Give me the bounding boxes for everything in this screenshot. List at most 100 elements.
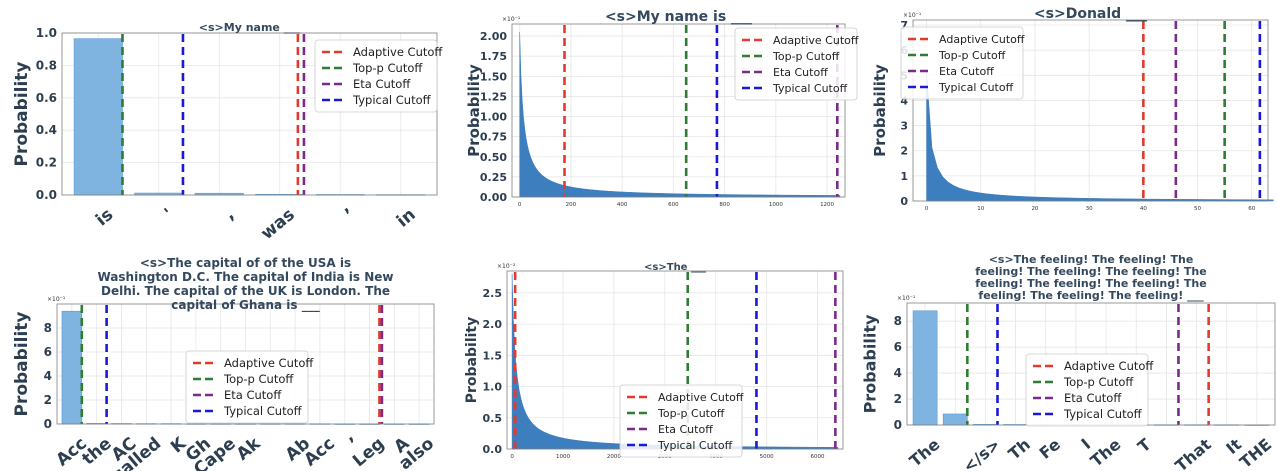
y-axis-label: Probability xyxy=(12,61,32,166)
bar-0 xyxy=(912,310,938,426)
legend-label: Top-p Cutoff xyxy=(772,50,840,63)
data-marks xyxy=(926,72,1274,202)
legend-label: Top-p Cutoff xyxy=(1063,375,1134,389)
x-tick-label: 2000 xyxy=(607,454,621,460)
x-tick-label: ’ xyxy=(341,205,359,224)
legend-label: Typical Cutoff xyxy=(223,404,303,418)
x-tick-label: 10 xyxy=(977,206,984,212)
legend-box xyxy=(619,384,743,458)
legend-label: Typical Cutoff xyxy=(352,93,432,107)
axes-frame xyxy=(511,23,846,198)
legend: Adaptive Cutoff Top-p Cutoff Eta Cutoff Typ… xyxy=(900,26,1025,100)
legend-label: Adaptive Cutoff xyxy=(1064,359,1154,373)
x-tick-label: 400 xyxy=(617,202,628,208)
x-tick-label: 30 xyxy=(1086,206,1093,212)
x-tick-label: ' xyxy=(161,205,178,224)
chart-title-line: <s>My name is ___ xyxy=(605,9,752,25)
y-tick-label: 0.00 xyxy=(480,191,507,204)
y-tick-label: 0 xyxy=(894,418,902,432)
legend-label: Eta Cutoff xyxy=(1064,391,1122,405)
y-tick-label: 1.75 xyxy=(480,50,507,63)
y-tick-label: 2.0 xyxy=(483,318,503,331)
x-tick-label: 6000 xyxy=(811,454,825,460)
y-tick-label: 2 xyxy=(900,145,908,158)
x-tick-label: T xyxy=(1134,435,1155,457)
bar-0 xyxy=(61,310,83,425)
legend: Adaptive Cutoff Top-p Cutoff Eta Cutoff Typ… xyxy=(619,384,744,458)
legend-label: Adaptive Cutoff xyxy=(939,33,1025,46)
chart-panel-1: 0.0 0.2 0.4 0.6 0.8 1.0 is ', was ’ in Probability <… xyxy=(12,21,443,244)
x-tick-label: , xyxy=(220,205,238,224)
y-tick-label: 1.0 xyxy=(36,26,57,40)
y-axis-label: Probability xyxy=(12,311,32,416)
x-tick-label: I xyxy=(1077,435,1094,453)
y-tick-label: 2.00 xyxy=(480,30,507,43)
chart-title-line: Washington D.C. The capital of India is … xyxy=(97,270,393,284)
legend-label: Eta Cutoff xyxy=(224,388,282,402)
legend-label: Adaptive Cutoff xyxy=(658,391,744,404)
y-tick-label: 4 xyxy=(894,366,902,380)
y-tick-label: 2 xyxy=(894,392,902,406)
x-tick-label: 5000 xyxy=(760,454,774,460)
legend-box xyxy=(185,350,309,424)
x-tick-label: 800 xyxy=(719,202,730,208)
legend-label: Top-p Cutoff xyxy=(352,61,423,75)
scale-exponent: ×10⁻¹ xyxy=(903,12,922,19)
data-marks xyxy=(519,32,841,198)
y-tick-label: 8 xyxy=(894,314,902,328)
legend-label: Typical Cutoff xyxy=(772,82,848,95)
y-tick-label: 0 xyxy=(44,417,52,431)
y-tick-label: 4 xyxy=(44,369,52,383)
x-tick-label: 0 xyxy=(925,206,929,212)
x-tick-label: is xyxy=(92,205,117,231)
y-tick-label: 0.2 xyxy=(36,156,57,170)
y-tick-label: 6 xyxy=(44,345,52,359)
histogram-bars xyxy=(926,72,1274,202)
x-tick-label: 200 xyxy=(566,202,577,208)
chart-panel-5: 0.00.51.01.52.02.5×10⁻²01000200030004000… xyxy=(464,262,844,460)
x-tick-label: 0 xyxy=(518,202,522,208)
y-tick-label: 1.25 xyxy=(480,90,507,103)
x-tick-label: 40 xyxy=(1140,206,1147,212)
legend-box xyxy=(1025,353,1149,427)
y-tick-label: 0.0 xyxy=(483,443,503,456)
y-tick-label: 4 xyxy=(900,94,908,107)
y-tick-label: 1.50 xyxy=(480,70,507,83)
chart-title-line: <s>Donald ___ xyxy=(1034,6,1147,22)
chart-panel-2: 0.00 0.25 0.50 0.75 1.00 1.25 1.50 1.75 2.00 ×10⁻… xyxy=(465,9,859,208)
y-tick-label: 2.5 xyxy=(483,287,503,300)
x-tick-label: 600 xyxy=(668,202,679,208)
y-tick-label: 1.5 xyxy=(483,349,503,362)
legend-label: Top-p Cutoff xyxy=(938,49,1006,62)
legend: Adaptive Cutoff Top-p Cutoff Eta Cutoff Typ… xyxy=(734,27,859,101)
x-tick-label: 1200 xyxy=(820,202,834,208)
legend-label: Eta Cutoff xyxy=(658,423,713,436)
chart-title-line: feeling! The feeling! The feeling! ___ xyxy=(978,289,1204,302)
y-axis-label: Probability xyxy=(861,314,880,413)
y-tick-label: 0.0 xyxy=(36,188,57,202)
x-tick-label: The xyxy=(906,435,944,471)
x-tick-label: 0 xyxy=(510,454,514,460)
chart-title-line: capital of Ghana is ___ xyxy=(171,298,319,313)
x-tick-label: Th xyxy=(1005,435,1034,464)
y-tick-label: 0.4 xyxy=(36,123,57,137)
chart-title-line: Delhi. The capital of the UK is London. … xyxy=(101,284,390,298)
y-axis-label: Probability xyxy=(871,64,889,157)
legend: Adaptive Cutoff Top-p Cutoff Eta Cutoff Typ… xyxy=(1025,353,1154,427)
legend-box xyxy=(900,26,1024,100)
y-tick-label: 8 xyxy=(44,321,52,335)
x-tick-label: 50 xyxy=(1194,206,1201,212)
x-tick-label: in xyxy=(393,205,420,232)
legend-box xyxy=(734,27,858,101)
scale-exponent: ×10⁻¹ xyxy=(502,16,521,23)
legend-label: Eta Cutoff xyxy=(353,77,411,91)
x-tick-label: 1000 xyxy=(769,202,783,208)
y-axis-label: Probability xyxy=(464,317,480,404)
y-tick-label: 0.5 xyxy=(483,412,503,425)
legend-label: Top-p Cutoff xyxy=(223,372,294,386)
x-tick-label: That xyxy=(1171,434,1215,471)
y-axis-label: Probability xyxy=(465,64,483,157)
axes-frame xyxy=(61,32,438,196)
